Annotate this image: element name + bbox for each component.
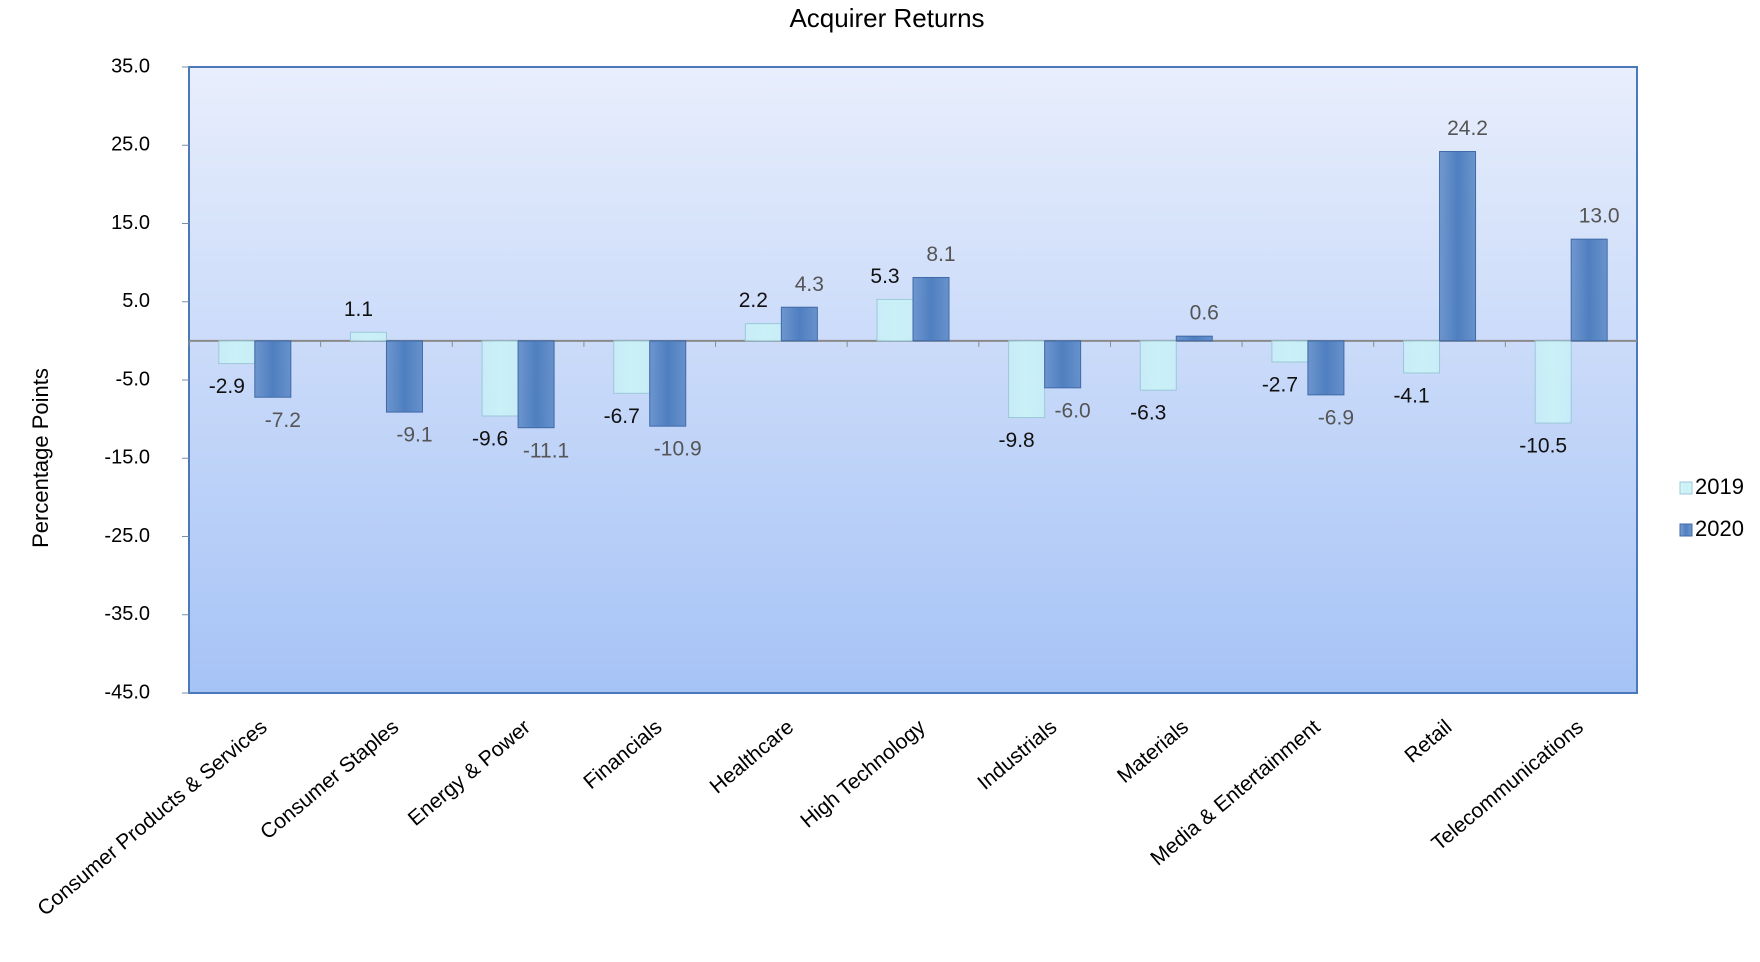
bar bbox=[349, 331, 387, 342]
data-label: -2.7 bbox=[1262, 374, 1298, 397]
data-label: -6.9 bbox=[1318, 406, 1354, 429]
bar bbox=[649, 340, 687, 427]
plot-area bbox=[188, 66, 1638, 694]
data-label: -7.2 bbox=[265, 409, 301, 432]
bar bbox=[613, 340, 651, 394]
x-tick-label: Financials bbox=[579, 715, 666, 793]
y-tick-label: 25.0 bbox=[111, 134, 150, 156]
bar bbox=[1008, 340, 1046, 419]
data-label: -10.5 bbox=[1519, 435, 1567, 458]
y-tick-label: -15.0 bbox=[104, 447, 150, 469]
legend-swatch bbox=[1679, 481, 1693, 495]
y-tick-label: -5.0 bbox=[116, 368, 150, 390]
legend-label: 2020 bbox=[1695, 516, 1744, 541]
data-label: 2.2 bbox=[739, 289, 768, 312]
data-label: 1.1 bbox=[344, 298, 373, 321]
bar bbox=[744, 323, 782, 342]
y-tick-label: 15.0 bbox=[111, 212, 150, 234]
data-label: -4.1 bbox=[1393, 385, 1429, 408]
bar bbox=[912, 276, 950, 342]
y-tick-label: 35.0 bbox=[111, 55, 150, 77]
bar bbox=[218, 340, 256, 365]
x-tick-label: Energy & Power bbox=[404, 715, 535, 830]
x-tick-label: Consumer Products & Services bbox=[33, 715, 271, 920]
bar bbox=[481, 340, 519, 417]
y-tick-label: 5.0 bbox=[122, 290, 150, 312]
bar bbox=[1570, 238, 1608, 342]
data-label: 8.1 bbox=[926, 243, 955, 266]
bar bbox=[1044, 340, 1082, 389]
y-tick-label: -45.0 bbox=[104, 681, 150, 703]
data-label: 4.3 bbox=[795, 273, 824, 296]
data-label: -9.1 bbox=[396, 424, 432, 447]
y-tick-label: -25.0 bbox=[104, 525, 150, 547]
y-tick-label: -35.0 bbox=[104, 603, 150, 625]
data-label: -11.1 bbox=[523, 439, 569, 462]
bar bbox=[1175, 335, 1213, 342]
bar bbox=[1403, 340, 1441, 374]
legend-label: 2019 bbox=[1695, 474, 1744, 499]
bar bbox=[385, 340, 423, 413]
bar bbox=[1534, 340, 1572, 424]
x-tick-label: Industrials bbox=[973, 715, 1061, 794]
data-label: 24.2 bbox=[1447, 117, 1488, 140]
bar bbox=[780, 306, 818, 342]
data-label: -6.0 bbox=[1055, 399, 1091, 422]
x-tick-label: Materials bbox=[1113, 715, 1193, 787]
x-tick-label: Healthcare bbox=[706, 715, 799, 798]
data-label: 0.6 bbox=[1190, 302, 1219, 325]
bar bbox=[1139, 340, 1177, 391]
bar bbox=[876, 298, 914, 342]
y-axis-label: Percentage Points bbox=[28, 368, 53, 548]
chart-title: Acquirer Returns bbox=[789, 3, 984, 33]
legend-swatch bbox=[1679, 523, 1693, 537]
bar bbox=[1271, 340, 1309, 363]
x-tick-label: Retail bbox=[1400, 715, 1456, 767]
bar bbox=[1307, 340, 1345, 396]
x-tick-label: Consumer Staples bbox=[256, 715, 403, 844]
data-label: -9.6 bbox=[472, 428, 508, 451]
data-label: -9.8 bbox=[999, 429, 1035, 452]
bar bbox=[254, 340, 292, 398]
bar bbox=[517, 340, 555, 429]
data-label: 5.3 bbox=[870, 265, 899, 288]
data-label: 13.0 bbox=[1579, 205, 1620, 228]
data-label: -6.3 bbox=[1130, 402, 1166, 425]
bar bbox=[1439, 151, 1477, 342]
x-tick-label: High Technology bbox=[796, 715, 930, 832]
data-label: -6.7 bbox=[604, 405, 640, 428]
data-label: -10.9 bbox=[654, 438, 702, 461]
data-label: -2.9 bbox=[209, 375, 245, 398]
